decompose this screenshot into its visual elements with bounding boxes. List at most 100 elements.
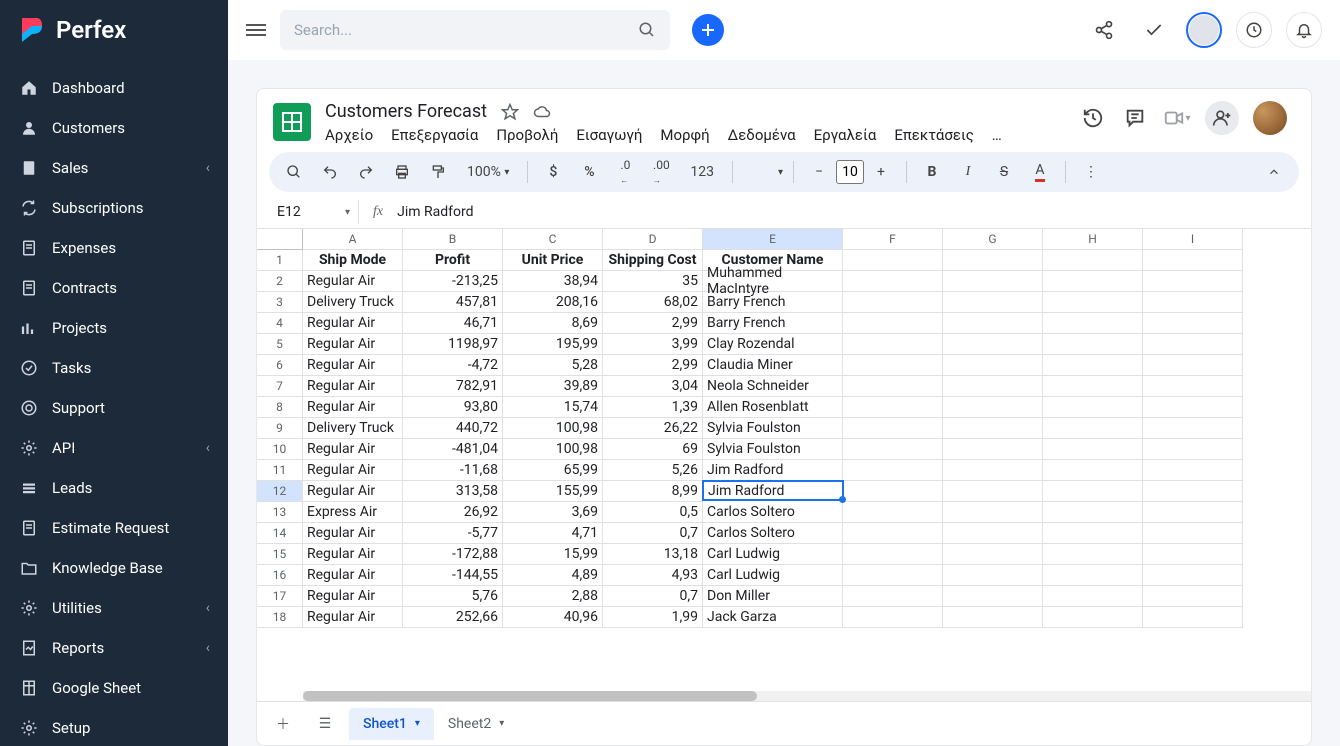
- menu-Επεκτάσεις[interactable]: Επεκτάσεις: [894, 126, 973, 144]
- cell-F3[interactable]: [843, 292, 943, 313]
- col-header-F[interactable]: F: [843, 229, 943, 250]
- row-header-5[interactable]: 5: [257, 334, 303, 355]
- cell-C8[interactable]: 15,74: [503, 397, 603, 418]
- cell-E15[interactable]: Carl Ludwig: [703, 544, 843, 565]
- cell-I15[interactable]: [1143, 544, 1243, 565]
- cell-H14[interactable]: [1043, 523, 1143, 544]
- tb-search-button[interactable]: [279, 157, 309, 187]
- row-header-7[interactable]: 7: [257, 376, 303, 397]
- cell-E6[interactable]: Claudia Miner: [703, 355, 843, 376]
- cell-G3[interactable]: [943, 292, 1043, 313]
- cell-I6[interactable]: [1143, 355, 1243, 376]
- cell-B16[interactable]: -144,55: [403, 565, 503, 586]
- cell-A3[interactable]: Delivery Truck: [303, 292, 403, 313]
- cell-G8[interactable]: [943, 397, 1043, 418]
- font-size-input[interactable]: [836, 160, 864, 184]
- cell-F4[interactable]: [843, 313, 943, 334]
- cell-C4[interactable]: 8,69: [503, 313, 603, 334]
- user-avatar-button[interactable]: [1186, 12, 1222, 48]
- notifications-button[interactable]: [1286, 12, 1322, 48]
- cell-I10[interactable]: [1143, 439, 1243, 460]
- col-header-G[interactable]: G: [943, 229, 1043, 250]
- cell-F18[interactable]: [843, 607, 943, 628]
- cell-I17[interactable]: [1143, 586, 1243, 607]
- cell-F13[interactable]: [843, 502, 943, 523]
- cell-B10[interactable]: -481,04: [403, 439, 503, 460]
- sidebar-item-google-sheet[interactable]: Google Sheet: [0, 668, 228, 708]
- cell-G13[interactable]: [943, 502, 1043, 523]
- cell-F14[interactable]: [843, 523, 943, 544]
- cell-B13[interactable]: 26,92: [403, 502, 503, 523]
- cell-B6[interactable]: -4,72: [403, 355, 503, 376]
- cell-I18[interactable]: [1143, 607, 1243, 628]
- row-header-11[interactable]: 11: [257, 460, 303, 481]
- doc-title[interactable]: Customers Forecast: [325, 101, 487, 122]
- row-header-16[interactable]: 16: [257, 565, 303, 586]
- cell-E5[interactable]: Clay Rozendal: [703, 334, 843, 355]
- cell-A14[interactable]: Regular Air: [303, 523, 403, 544]
- cell-C17[interactable]: 2,88: [503, 586, 603, 607]
- cell-A10[interactable]: Regular Air: [303, 439, 403, 460]
- cell-A17[interactable]: Regular Air: [303, 586, 403, 607]
- all-sheets-button[interactable]: ☰: [307, 706, 343, 742]
- cell-H9[interactable]: [1043, 418, 1143, 439]
- cell-G15[interactable]: [943, 544, 1043, 565]
- cell-D4[interactable]: 2,99: [603, 313, 703, 334]
- row-header-14[interactable]: 14: [257, 523, 303, 544]
- header-cell[interactable]: Profit: [403, 250, 503, 271]
- font-dropdown[interactable]: ▾: [743, 157, 783, 187]
- cell-F5[interactable]: [843, 334, 943, 355]
- cell-E8[interactable]: Allen Rosenblatt: [703, 397, 843, 418]
- cell-G17[interactable]: [943, 586, 1043, 607]
- history-button[interactable]: [1079, 104, 1107, 132]
- cell-F16[interactable]: [843, 565, 943, 586]
- cell-E4[interactable]: Barry French: [703, 313, 843, 334]
- cell-A5[interactable]: Regular Air: [303, 334, 403, 355]
- row-header-15[interactable]: 15: [257, 544, 303, 565]
- sidebar-item-sales[interactable]: Sales‹: [0, 148, 228, 188]
- strike-button[interactable]: S: [989, 157, 1019, 187]
- row-header-13[interactable]: 13: [257, 502, 303, 523]
- video-button[interactable]: ▾: [1163, 104, 1191, 132]
- cell-D7[interactable]: 3,04: [603, 376, 703, 397]
- italic-button[interactable]: I: [953, 157, 983, 187]
- cell-H11[interactable]: [1043, 460, 1143, 481]
- cell-B14[interactable]: -5,77: [403, 523, 503, 544]
- sidebar-item-tasks[interactable]: Tasks: [0, 348, 228, 388]
- col-header-H[interactable]: H: [1043, 229, 1143, 250]
- cell-H17[interactable]: [1043, 586, 1143, 607]
- row-header-6[interactable]: 6: [257, 355, 303, 376]
- sidebar-item-knowledge-base[interactable]: Knowledge Base: [0, 548, 228, 588]
- cell-B8[interactable]: 93,80: [403, 397, 503, 418]
- grid-corner[interactable]: [257, 229, 303, 250]
- sheet-tab-sheet2[interactable]: Sheet2▾: [434, 708, 518, 740]
- cell-C18[interactable]: 40,96: [503, 607, 603, 628]
- tab-dropdown-icon[interactable]: ▾: [499, 718, 504, 729]
- star-icon[interactable]: [501, 103, 519, 121]
- cell-I5[interactable]: [1143, 334, 1243, 355]
- collapse-toolbar-button[interactable]: [1259, 157, 1289, 187]
- row-header-9[interactable]: 9: [257, 418, 303, 439]
- row-header-1[interactable]: 1: [257, 250, 303, 271]
- percent-button[interactable]: %: [574, 157, 604, 187]
- cell-E18[interactable]: Jack Garza: [703, 607, 843, 628]
- header-cell[interactable]: Ship Mode: [303, 250, 403, 271]
- cell-D10[interactable]: 69: [603, 439, 703, 460]
- row-header-8[interactable]: 8: [257, 397, 303, 418]
- menu-Προβολή[interactable]: Προβολή: [496, 126, 558, 144]
- cell-H12[interactable]: [1043, 481, 1143, 502]
- menu-Δεδομένα[interactable]: Δεδομένα: [728, 126, 796, 144]
- cell-E13[interactable]: Carlos Soltero: [703, 502, 843, 523]
- cell-C13[interactable]: 3,69: [503, 502, 603, 523]
- share-doc-button[interactable]: [1205, 101, 1239, 135]
- cell-D9[interactable]: 26,22: [603, 418, 703, 439]
- cell-C12[interactable]: 155,99: [503, 481, 603, 502]
- cell-I16[interactable]: [1143, 565, 1243, 586]
- cell-H4[interactable]: [1043, 313, 1143, 334]
- cell-H2[interactable]: [1043, 271, 1143, 292]
- header-cell[interactable]: [1143, 250, 1243, 271]
- cell-E9[interactable]: Sylvia Foulston: [703, 418, 843, 439]
- sidebar-item-contracts[interactable]: Contracts: [0, 268, 228, 308]
- comment-button[interactable]: [1121, 104, 1149, 132]
- cell-B5[interactable]: 1198,97: [403, 334, 503, 355]
